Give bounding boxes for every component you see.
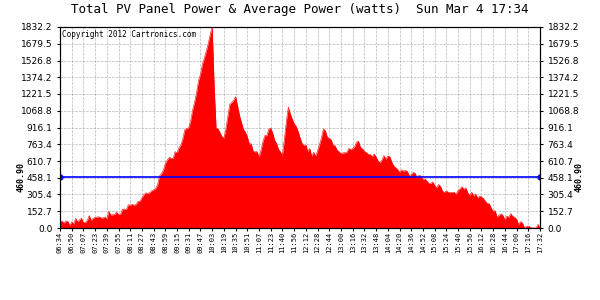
- Text: Total PV Panel Power & Average Power (watts)  Sun Mar 4 17:34: Total PV Panel Power & Average Power (wa…: [71, 3, 529, 16]
- Text: Copyright 2012 Cartronics.com: Copyright 2012 Cartronics.com: [62, 30, 197, 39]
- Text: 460.90: 460.90: [17, 162, 26, 192]
- Text: 460.90: 460.90: [574, 162, 583, 192]
